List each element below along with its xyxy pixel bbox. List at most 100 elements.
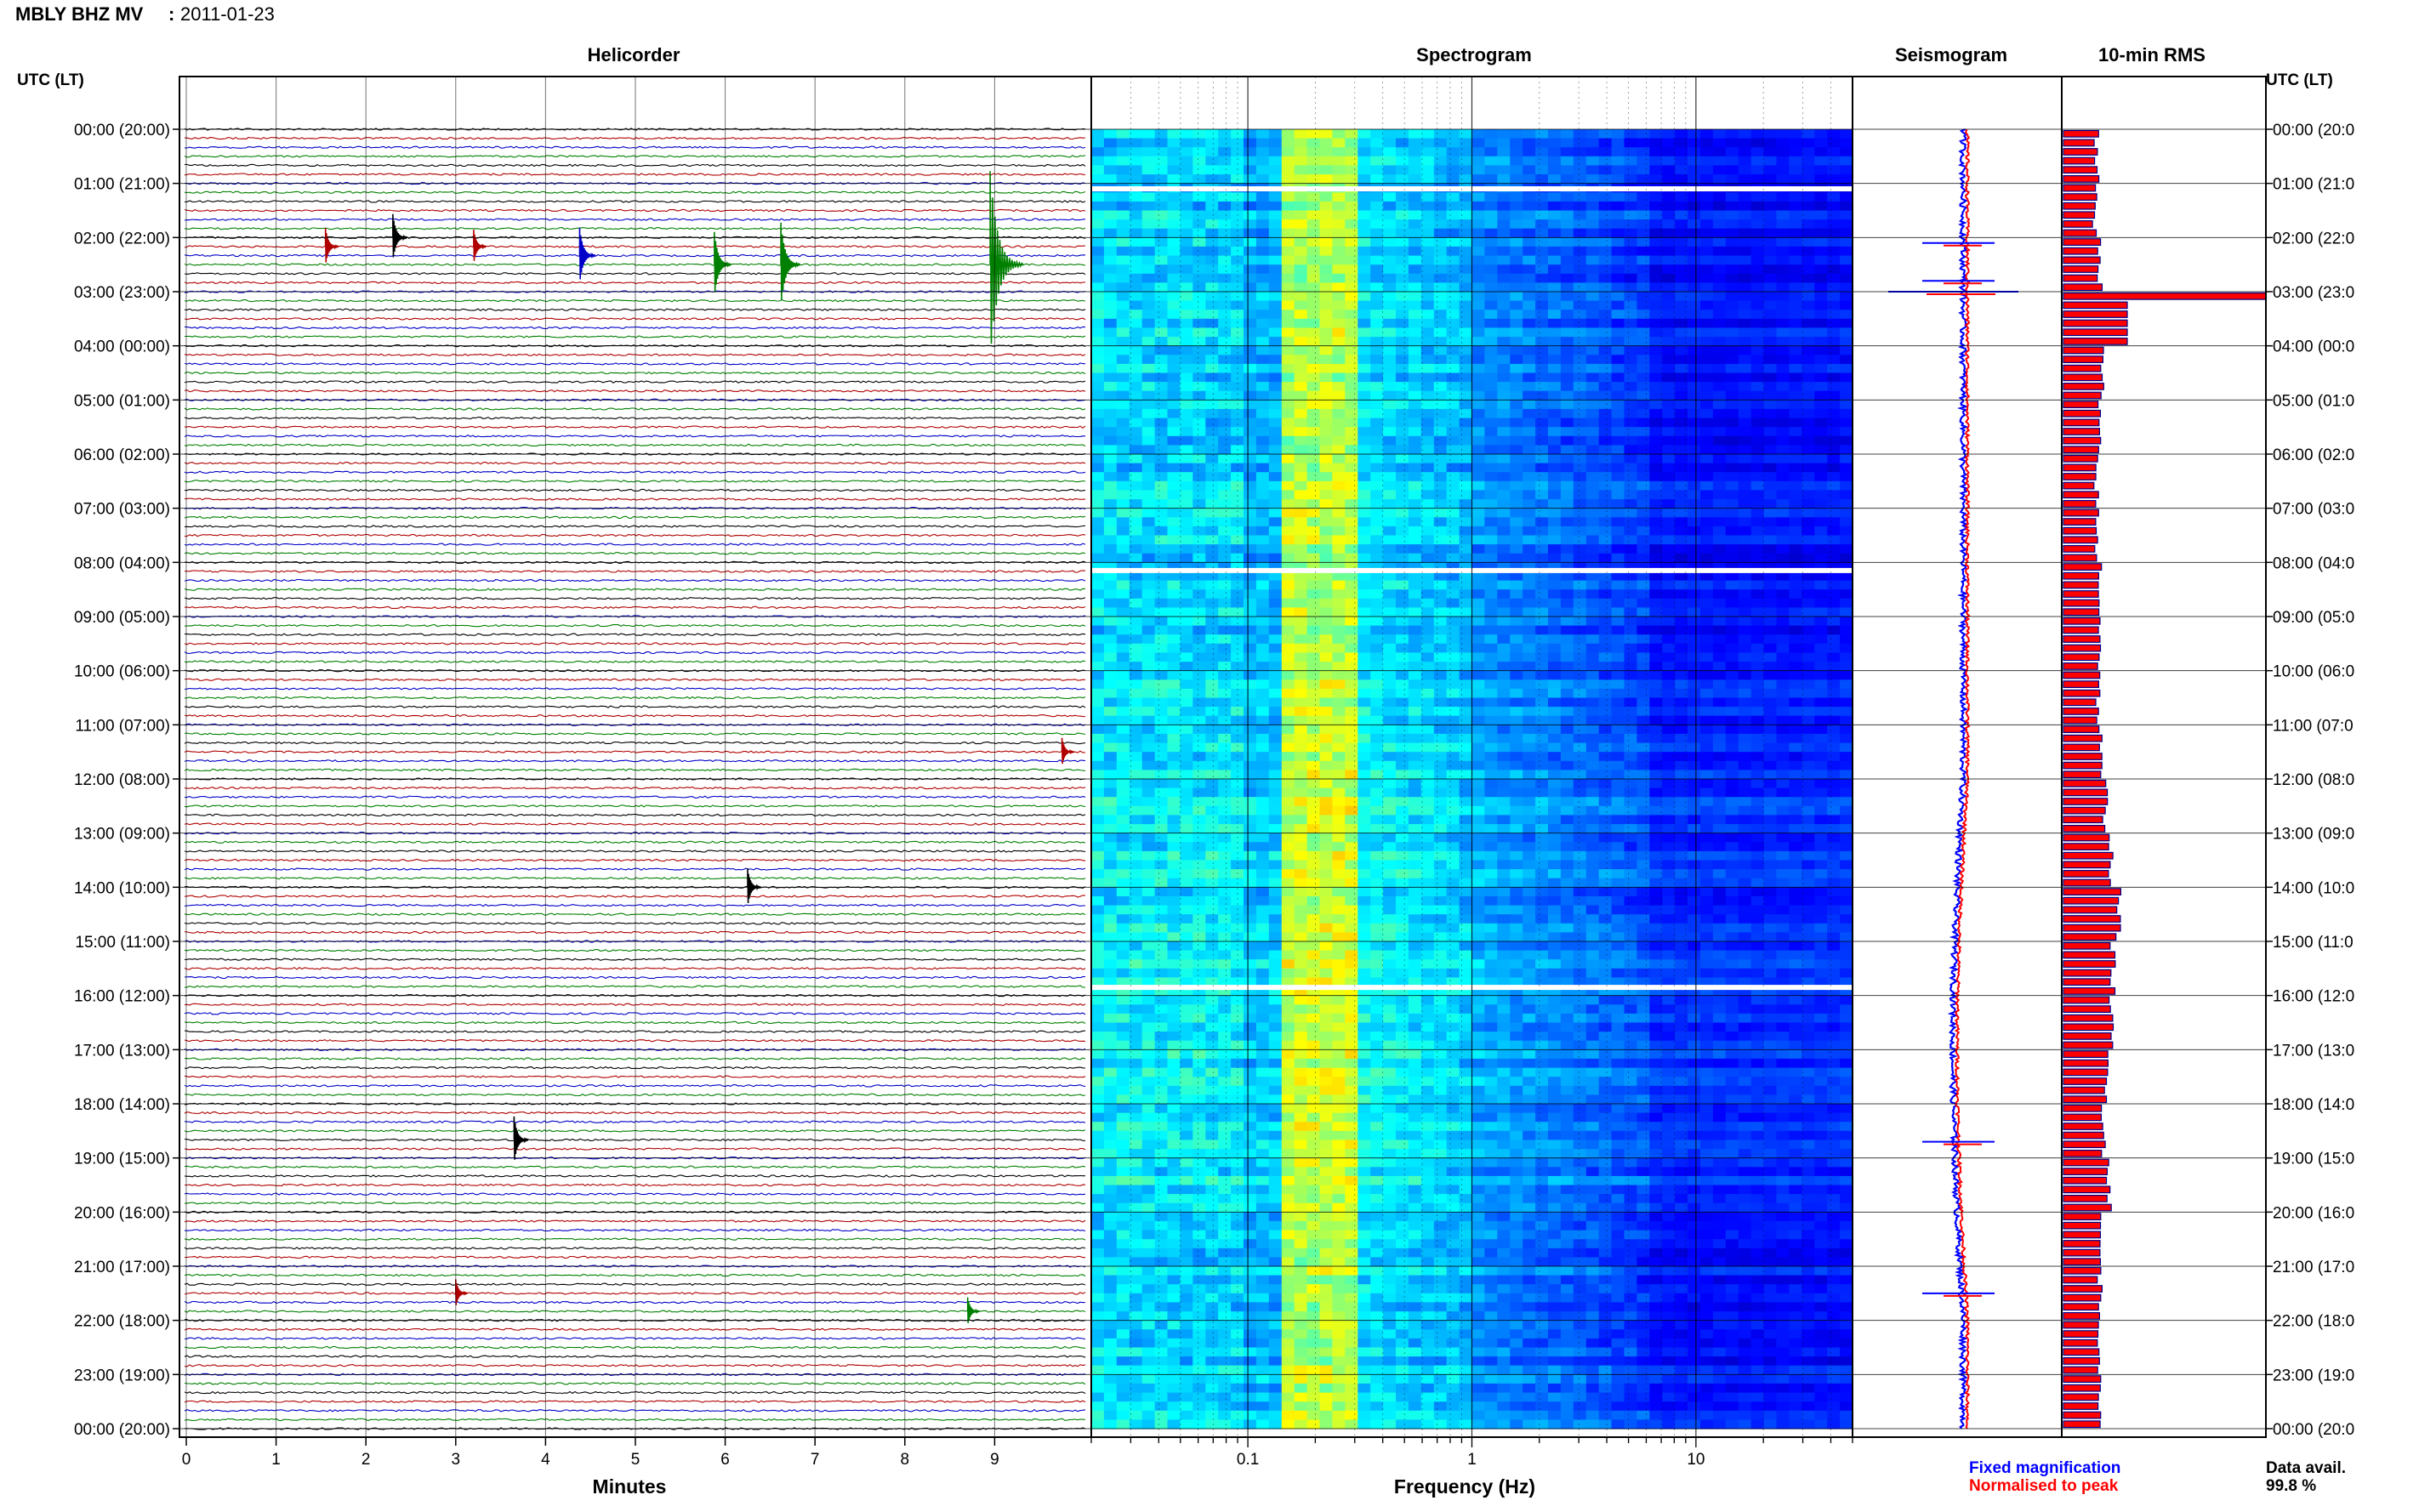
spectrogram-cell [1636,210,1650,220]
spectrogram-cell [1598,869,1613,879]
spectrogram-cell [1129,219,1143,230]
spectrogram-cell [1636,787,1650,798]
spectrogram-cell [1218,310,1232,320]
spectrogram-cell [1091,219,1105,230]
spectrogram-cell [1675,435,1688,446]
spectrogram-cell [1091,824,1105,834]
spectrogram-cell [1205,707,1219,717]
spectrogram-cell [1433,418,1448,428]
spectrogram-cell [1345,562,1358,572]
spectrogram-cell [1319,517,1333,527]
spectrogram-cell [1167,842,1181,852]
spectrogram-cell [1091,192,1105,202]
spectrogram-cell [1459,228,1473,238]
spectrogram-cell [1319,165,1333,175]
spectrogram-cell [1396,607,1409,617]
spectrogram-cell [1180,607,1193,617]
spectrogram-cell [1332,363,1346,374]
spectrogram-cell [1231,742,1244,753]
spectrogram-cell [1801,617,1815,627]
spectrogram-cell [1548,201,1562,212]
spectrogram-cell [1383,237,1397,247]
spectrogram-cell [1459,715,1473,725]
spectrogram-cell [1154,282,1169,293]
spectrogram-cell [1789,742,1802,753]
spectrogram-cell [1649,210,1663,220]
spectrogram-cell [1662,869,1676,879]
spectrogram-cell [1827,797,1841,807]
spectrogram-cell [1433,355,1448,365]
spectrogram-cell [1433,318,1448,328]
spectrogram-cell [1712,562,1727,572]
spectrogram-cell [1776,850,1790,861]
spectrogram-cell [1801,282,1815,293]
spectrogram-cell [1231,400,1244,410]
spectrogram-cell [1446,869,1460,879]
spectrogram-cell [1446,617,1460,627]
spectrogram-cell [1345,617,1358,627]
spectrogram-cell [1611,210,1625,220]
spectrogram-cell [1408,752,1422,762]
spectrogram-cell [1244,480,1257,491]
spectrogram-cell [1750,480,1765,491]
spectrogram-cell [1167,580,1181,590]
spectrogram-cell [1294,779,1308,789]
spectrogram-cell [1091,499,1105,509]
spectrogram-cell [1205,779,1219,789]
spectrogram-cell [1624,300,1637,310]
spectrogram-cell [1611,670,1625,680]
spectrogram-cell [1827,643,1841,653]
spectrogram-cell [1281,833,1295,843]
spectrogram-cell [1116,526,1130,537]
spectrogram-cell [1827,138,1841,148]
spectrogram-cell [1180,688,1193,699]
spectrogram-cell [1383,192,1397,202]
spectrogram-cell [1750,634,1765,645]
spectrogram-cell [1396,264,1409,275]
spectrogram-cell [1840,337,1853,347]
spectrogram-cell [1446,363,1460,374]
spectrogram-cell [1688,697,1701,708]
spectrogram-cell [1306,697,1321,708]
spectrogram-cell [1497,427,1511,437]
spectrogram-cell [1281,652,1295,662]
spectrogram-cell [1712,228,1727,238]
spectrogram-cell [1244,246,1257,257]
spectrogram-cell [1408,345,1422,355]
spectrogram-cell [1319,129,1333,139]
spectrogram-cell [1255,571,1270,582]
spectrogram-cell [1789,526,1802,537]
spectrogram-cell [1268,842,1283,852]
spectrogram-cell [1446,499,1460,509]
spectrogram-cell [1141,824,1156,834]
spectrogram-cell [1738,707,1752,717]
spectrogram-cell [1598,805,1613,816]
spectrogram-cell [1827,282,1841,293]
spectrogram-cell [1218,390,1232,401]
spectrogram-cell [1763,715,1778,725]
spectrogram-cell [1573,382,1587,392]
spectrogram-cell [1510,869,1523,879]
station-code: MBLY BHZ MV [15,3,144,25]
spectrogram-cell [1091,408,1105,419]
spectrogram-cell [1573,634,1587,645]
spectrogram-cell [1103,435,1118,446]
spectrogram-cell [1205,129,1219,139]
spectrogram-cell [1281,779,1295,789]
spectrogram-cell [1712,670,1727,680]
spectrogram-cell [1459,355,1473,365]
spectrogram-cell [1231,535,1244,545]
spectrogram-cell [1205,617,1219,627]
spectrogram-cell [1205,345,1219,355]
spectrogram-cell [1383,300,1397,310]
spectrogram-cell [1510,797,1523,807]
spectrogram-cell [1091,878,1105,888]
spectrogram-cell [1827,427,1841,437]
spectrogram-cell [1675,255,1688,265]
spectrogram-cell [1091,670,1105,680]
spectrogram-cell [1763,264,1778,275]
spectrogram-cell [1827,318,1841,328]
spectrogram-cell [1420,445,1435,455]
spectrogram-cell [1510,824,1523,834]
spectrogram-cell [1611,264,1625,275]
